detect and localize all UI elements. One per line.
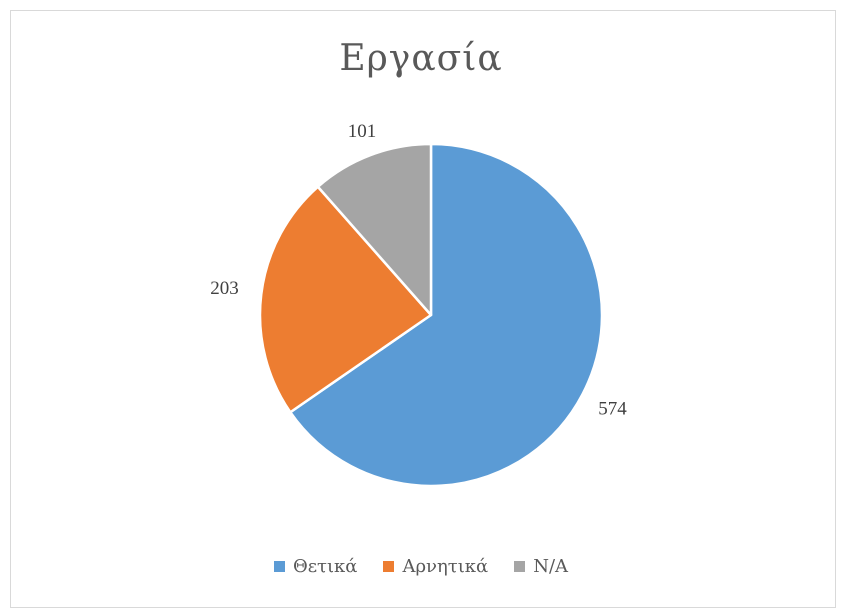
legend-swatch-icon bbox=[383, 561, 395, 572]
legend-swatch-icon bbox=[273, 561, 285, 572]
legend-label: N/A bbox=[533, 556, 569, 577]
pie-data-labels: 574 203 101 bbox=[210, 121, 627, 420]
pie-slice-1 bbox=[289, 142, 604, 488]
legend-item-3: N/A bbox=[514, 556, 568, 577]
legend-item-2: Αρνητικά bbox=[383, 556, 488, 577]
data-label-1: 574 bbox=[598, 399, 627, 420]
data-label-2: 203 bbox=[210, 278, 239, 299]
legend-item-1: Θετικά bbox=[273, 556, 358, 577]
data-label-3: 101 bbox=[348, 121, 377, 142]
legend-swatch-icon bbox=[514, 561, 526, 572]
legend-label: Θετικά bbox=[292, 556, 358, 577]
pie-slices bbox=[258, 142, 604, 488]
pie-slice-3 bbox=[316, 142, 433, 317]
chart-legend: Θετικά Αρνητικά N/A bbox=[0, 556, 842, 577]
chart-title: Εργασία bbox=[339, 38, 503, 79]
legend-label: Αρνητικά bbox=[402, 556, 489, 577]
pie-slice-2 bbox=[258, 185, 433, 414]
